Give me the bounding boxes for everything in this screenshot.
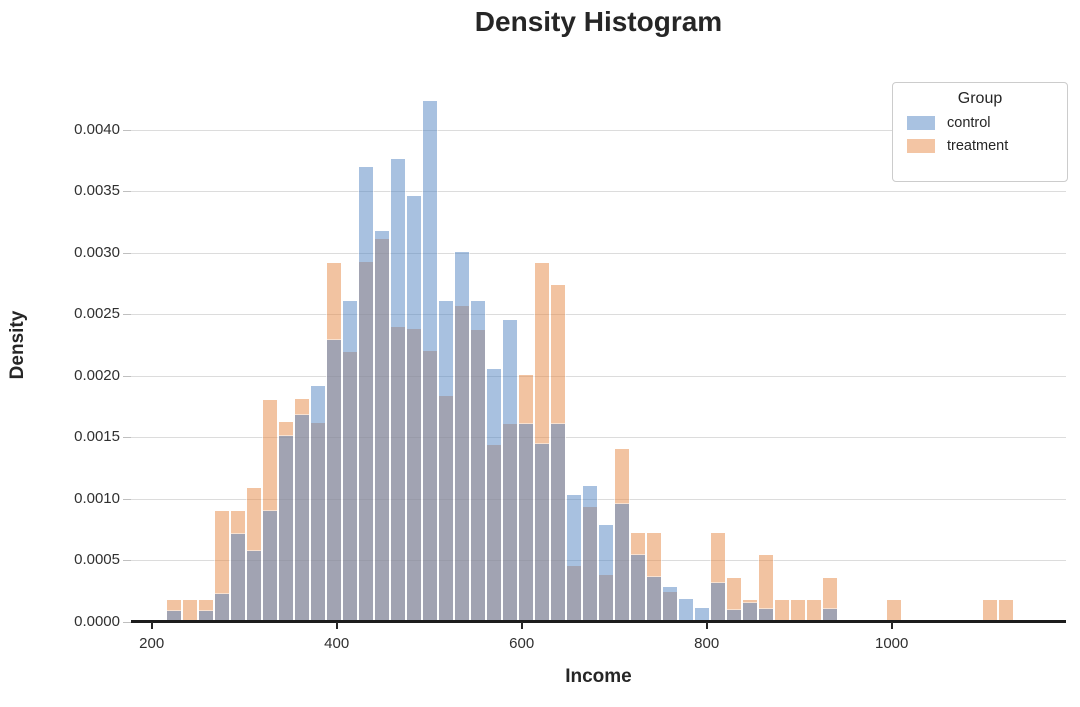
control-histogram-bar <box>406 194 423 622</box>
y-tick-mark <box>123 498 131 500</box>
x-tick-mark <box>520 622 523 629</box>
y-tick-mark <box>123 560 131 561</box>
x-tick-mark <box>150 622 153 629</box>
x-tick-mark <box>705 622 708 629</box>
gridline-y <box>131 498 1066 500</box>
treatment-histogram-bar <box>998 599 1015 622</box>
y-tick-label: 0.0020 <box>74 366 120 384</box>
treatment-histogram-bar <box>790 599 807 622</box>
y-tick-mark <box>123 437 131 438</box>
treatment-histogram-bar <box>982 599 999 622</box>
legend-title: Group <box>957 90 1003 107</box>
treatment-histogram-bar <box>182 599 199 622</box>
gridline-y <box>131 437 1066 438</box>
treatment-histogram-bar <box>886 599 903 622</box>
control-histogram-bar <box>662 585 679 622</box>
y-tick-label: 0.0035 <box>74 182 120 199</box>
gridline-y <box>131 191 1066 192</box>
control-histogram-bar <box>534 443 551 622</box>
x-tick-label: 800 <box>694 635 720 652</box>
y-tick-label: 0.0005 <box>74 551 120 568</box>
y-tick-mark <box>123 314 131 315</box>
gridline-y <box>131 252 1066 254</box>
y-tick-label: 0.0010 <box>74 489 120 507</box>
control-histogram-bar <box>742 601 759 622</box>
control-histogram-bar <box>262 509 279 622</box>
y-tick-mark <box>123 191 131 192</box>
control-histogram-bar <box>630 553 647 622</box>
x-tick-label: 400 <box>324 635 350 652</box>
y-tick-mark <box>123 252 131 254</box>
control-histogram-bar <box>278 434 295 622</box>
treatment-swatch-icon <box>907 139 935 153</box>
legend-entry-control: control <box>907 115 1067 131</box>
control-histogram-bar <box>230 532 247 622</box>
x-tick-mark <box>890 622 893 629</box>
chart-title: Density Histogram <box>474 6 723 37</box>
control-histogram-bar <box>326 338 343 622</box>
y-tick-mark <box>123 375 131 377</box>
y-tick-label: 0.0015 <box>74 428 120 445</box>
x-axis-title: Income <box>565 666 632 687</box>
y-tick-mark <box>123 621 131 623</box>
control-histogram-bar <box>470 300 487 622</box>
y-axis-title: Density <box>7 310 28 380</box>
legend-label-treatment: treatment <box>947 138 1009 154</box>
gridline-y <box>131 314 1066 315</box>
y-tick-mark <box>123 129 131 131</box>
x-tick-label: 1000 <box>875 635 909 652</box>
control-histogram-bar <box>646 575 663 622</box>
control-histogram-bar <box>294 413 311 622</box>
control-histogram-bar <box>422 99 439 622</box>
control-histogram-bar <box>598 524 615 622</box>
control-histogram-bar <box>614 503 631 622</box>
control-histogram-bar <box>518 423 535 622</box>
treatment-histogram-bar <box>806 599 823 622</box>
control-histogram-bar <box>582 484 599 622</box>
control-swatch-icon <box>907 116 935 130</box>
control-histogram-bar <box>486 368 503 622</box>
legend-label-control: control <box>947 115 991 131</box>
gridline-y <box>131 129 1066 131</box>
x-tick-label: 200 <box>139 635 165 652</box>
y-tick-label: 0.0025 <box>74 305 120 322</box>
control-histogram-bar <box>214 593 231 622</box>
control-histogram-bar <box>390 157 407 622</box>
control-histogram-bar <box>710 582 727 622</box>
control-histogram-bar <box>566 493 583 622</box>
control-histogram-bar <box>502 318 519 622</box>
control-histogram-bar <box>358 166 375 622</box>
control-histogram-bar <box>678 598 695 622</box>
control-histogram-bar <box>310 385 327 622</box>
y-tick-label: 0.0000 <box>74 612 120 630</box>
control-histogram-bar <box>342 300 359 622</box>
legend: Group control treatment <box>892 82 1068 182</box>
gridline-y <box>131 375 1066 377</box>
treatment-histogram-bar <box>774 599 791 622</box>
y-tick-label: 0.0040 <box>74 120 120 138</box>
y-tick-label: 0.0030 <box>74 243 120 261</box>
x-tick-label: 600 <box>509 635 535 652</box>
control-histogram-bar <box>246 550 263 622</box>
control-histogram-bar <box>550 423 567 622</box>
legend-entry-treatment: treatment <box>907 138 1067 154</box>
control-histogram-bar <box>374 230 391 622</box>
x-axis-line <box>131 620 1066 623</box>
control-histogram-bar <box>438 300 455 622</box>
control-histogram-bar <box>454 251 471 622</box>
x-tick-mark <box>335 622 338 629</box>
